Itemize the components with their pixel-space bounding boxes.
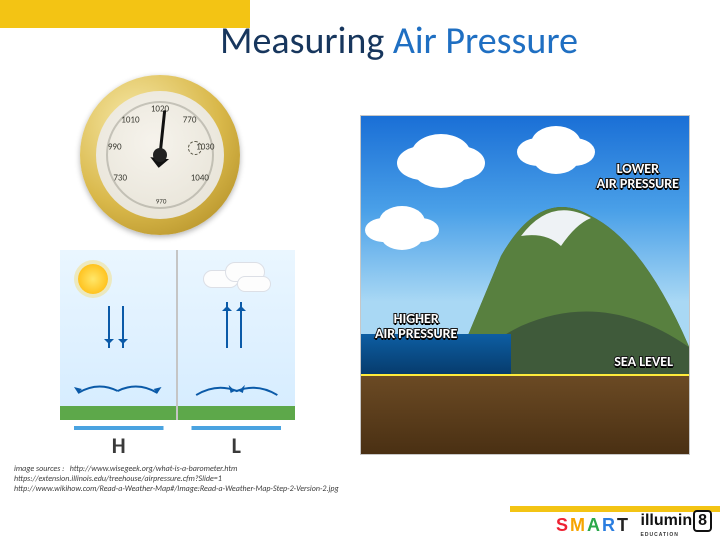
panel-underline xyxy=(60,426,295,430)
image-sources: image sources : http://www.wisegeek.org/… xyxy=(14,464,339,494)
sun-icon xyxy=(78,264,108,294)
barometer-tick: 1020 xyxy=(151,104,169,115)
high-low-diagram: H L xyxy=(60,250,295,465)
source-line: http://www.wisegeek.org/what-is-a-barome… xyxy=(70,464,238,474)
cloud-icon xyxy=(531,126,581,162)
ground xyxy=(178,406,296,420)
title-plain: Measuring xyxy=(220,18,393,64)
high-pressure-panel xyxy=(60,250,178,420)
slide-title: Measuring Air Pressure xyxy=(220,18,578,64)
barometer-tick: 770 xyxy=(183,114,197,125)
inflow-arrows xyxy=(186,378,288,404)
smart-logo: SMART xyxy=(556,515,630,536)
title-emphasis: Air Pressure xyxy=(393,18,578,64)
barometer-image: 730 990 1010 1020 770 1030 1040 970 xyxy=(80,75,240,235)
barometer-face: 730 990 1010 1020 770 1030 1040 970 xyxy=(96,91,224,219)
barometer-rim: 730 990 1010 1020 770 1030 1040 970 xyxy=(80,75,240,235)
sea-level-label: SEA LEVEL xyxy=(614,355,673,370)
higher-pressure-label: HIGHER AIR PRESSURE xyxy=(375,312,457,341)
barometer-tick: 1040 xyxy=(191,173,209,184)
source-line: http://www.wikihow.com/Read-a-Weather-Ma… xyxy=(14,484,339,494)
source-line: https://extension.illinois.edu/treehouse… xyxy=(14,474,222,484)
barometer-tick: 1010 xyxy=(121,114,139,125)
earth-crust xyxy=(361,376,689,454)
content-area: 730 990 1010 1020 770 1030 1040 970 xyxy=(0,75,720,485)
high-label: H xyxy=(60,432,178,459)
sources-label: image sources : xyxy=(14,464,64,474)
cloud-icon xyxy=(411,134,471,176)
low-label: L xyxy=(178,432,296,459)
accent-top xyxy=(0,0,250,28)
barometer-hub xyxy=(153,148,167,162)
lower-pressure-label: LOWER AIR PRESSURE xyxy=(597,162,679,191)
barometer-unit: 970 xyxy=(156,197,167,206)
ground xyxy=(60,406,176,420)
barometer-tick: 730 xyxy=(113,173,127,184)
illumin8-logo: illumin8 EDUCATION xyxy=(641,510,712,538)
outflow-arrows xyxy=(68,378,168,404)
barometer-sun-icon xyxy=(188,141,202,155)
low-pressure-panel xyxy=(178,250,296,420)
barometer-tick: 990 xyxy=(108,142,122,153)
altitude-pressure-diagram: LOWER AIR PRESSURE HIGHER AIR PRESSURE S… xyxy=(360,115,690,455)
clouds-icon xyxy=(203,260,273,294)
cloud-icon xyxy=(379,206,425,238)
